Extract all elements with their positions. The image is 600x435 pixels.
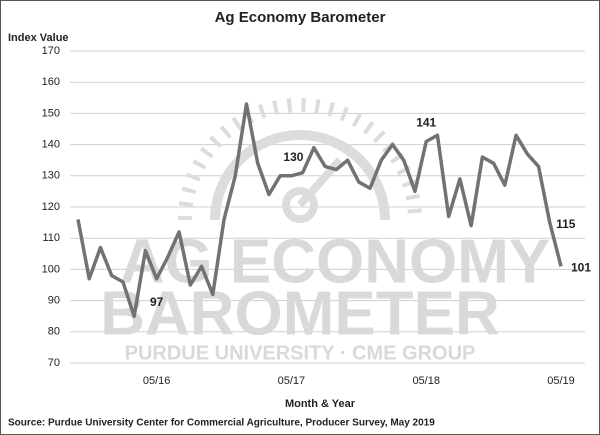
y-axis-title: Index Value [8,32,69,44]
x-tick-label: 05/18 [412,375,440,387]
source-note: Source: Purdue University Center for Com… [8,418,435,429]
data-line [76,102,563,318]
y-tick-label: 140 [42,139,60,151]
data-label: 141 [416,116,436,130]
y-tick-label: 80 [48,326,60,338]
data-label: 130 [283,150,303,164]
gauge-arc [210,130,390,221]
y-tick-label: 110 [42,232,60,244]
y-tick-label: 150 [42,107,60,119]
y-tick-label: 90 [48,295,60,307]
x-tick-label: 05/17 [278,375,306,387]
data-label: 115 [556,217,576,231]
y-tick-label: 100 [42,263,60,275]
y-tick-label: 120 [42,201,60,213]
x-tick-label: 05/19 [547,375,575,387]
watermark-text: PURDUE UNIVERSITY · CME GROUP [125,342,476,364]
gauge-hub [282,187,318,223]
chart-title: Ag Economy Barometer [215,9,386,26]
y-tick-label: 160 [42,76,60,88]
x-axis-title: Month & Year [285,398,356,410]
y-tick-label: 130 [42,170,60,182]
watermark-text: BAROMETER [100,279,500,348]
data-label: 97 [150,295,164,309]
data-label: 101 [571,260,591,274]
y-tick-label: 170 [42,45,60,57]
y-tick-label: 70 [48,357,60,369]
x-tick-label: 05/16 [143,375,171,387]
